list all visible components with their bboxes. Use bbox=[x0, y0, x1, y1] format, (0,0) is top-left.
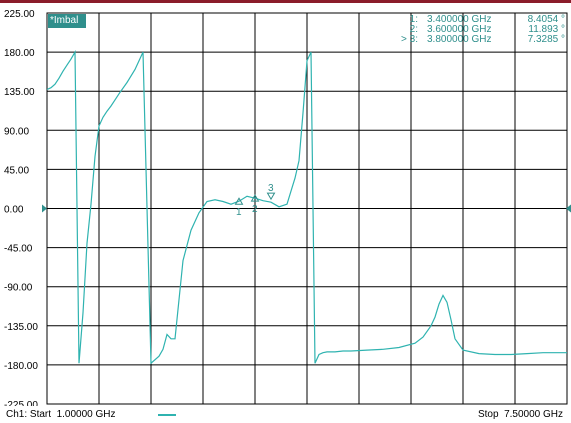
trace-layer bbox=[46, 49, 567, 365]
y-tick-labels: 225.00 180.00 135.00 90.00 45.00 0.00 -45.00 -9… bbox=[4, 9, 38, 406]
marker-triangle bbox=[234, 197, 244, 205]
marker-number-label: 3 bbox=[268, 183, 274, 194]
marker-readout-id: 1: bbox=[410, 14, 418, 25]
marker-readout-value: 7.3285 ° bbox=[528, 34, 565, 45]
y-tick-label: 180.00 bbox=[4, 48, 35, 59]
y-tick-label: 225.00 bbox=[4, 9, 35, 20]
trace-line bbox=[46, 49, 567, 365]
marker-readout-table: 1: 3.400000 GHz 8.4054 ° 2: 3.600000 GHz 11.8… bbox=[401, 14, 565, 45]
y-tick-label: -225.00 bbox=[4, 400, 38, 406]
start-frequency-label: Ch1: Start 1.00000 GHz bbox=[6, 409, 116, 420]
y-tick-label: 45.00 bbox=[4, 165, 29, 176]
trace-legend-swatch bbox=[158, 414, 176, 416]
marker-number-label: 2 bbox=[252, 204, 258, 215]
grid-layer bbox=[46, 12, 568, 405]
marker-readout-frequency: 3.800000 GHz bbox=[427, 34, 492, 45]
window-top-border bbox=[0, 0, 571, 3]
phase-imbalance-chart[interactable]: 225.00 180.00 135.00 90.00 45.00 0.00 -45.00 -9… bbox=[0, 0, 571, 406]
reference-arrows bbox=[42, 204, 571, 213]
y-tick-label: -180.00 bbox=[4, 361, 38, 372]
stop-frequency-label: Stop 7.50000 GHz bbox=[477, 409, 563, 420]
marker-readout-frequency: 3.600000 GHz bbox=[427, 24, 492, 35]
marker-layer: 1 23 bbox=[234, 183, 276, 218]
y-tick-label: 135.00 bbox=[4, 87, 35, 98]
trace-badge[interactable]: *Imbal bbox=[48, 14, 86, 28]
marker-triangle bbox=[266, 192, 276, 201]
marker-number-label: 1 bbox=[236, 207, 242, 218]
reference-arrow-right bbox=[566, 204, 571, 213]
y-tick-label: -135.00 bbox=[4, 322, 38, 333]
status-footer: Ch1: Start 1.00000 GHz Stop 7.50000 GHz bbox=[0, 406, 571, 423]
marker-readout-frequency: 3.400000 GHz bbox=[427, 14, 492, 25]
marker-readout-id: 2: bbox=[410, 24, 418, 35]
y-tick-label: -45.00 bbox=[4, 244, 33, 255]
reference-arrow-left bbox=[42, 204, 47, 213]
marker-readout-id: > 3: bbox=[401, 34, 418, 45]
y-tick-label: 90.00 bbox=[4, 126, 29, 137]
y-tick-label: 0.00 bbox=[4, 205, 24, 216]
marker-readout-value: 11.893 ° bbox=[528, 24, 565, 35]
y-tick-label: -90.00 bbox=[4, 283, 33, 294]
marker-readout-value: 8.4054 ° bbox=[528, 14, 565, 25]
marker-triangle bbox=[250, 194, 260, 202]
